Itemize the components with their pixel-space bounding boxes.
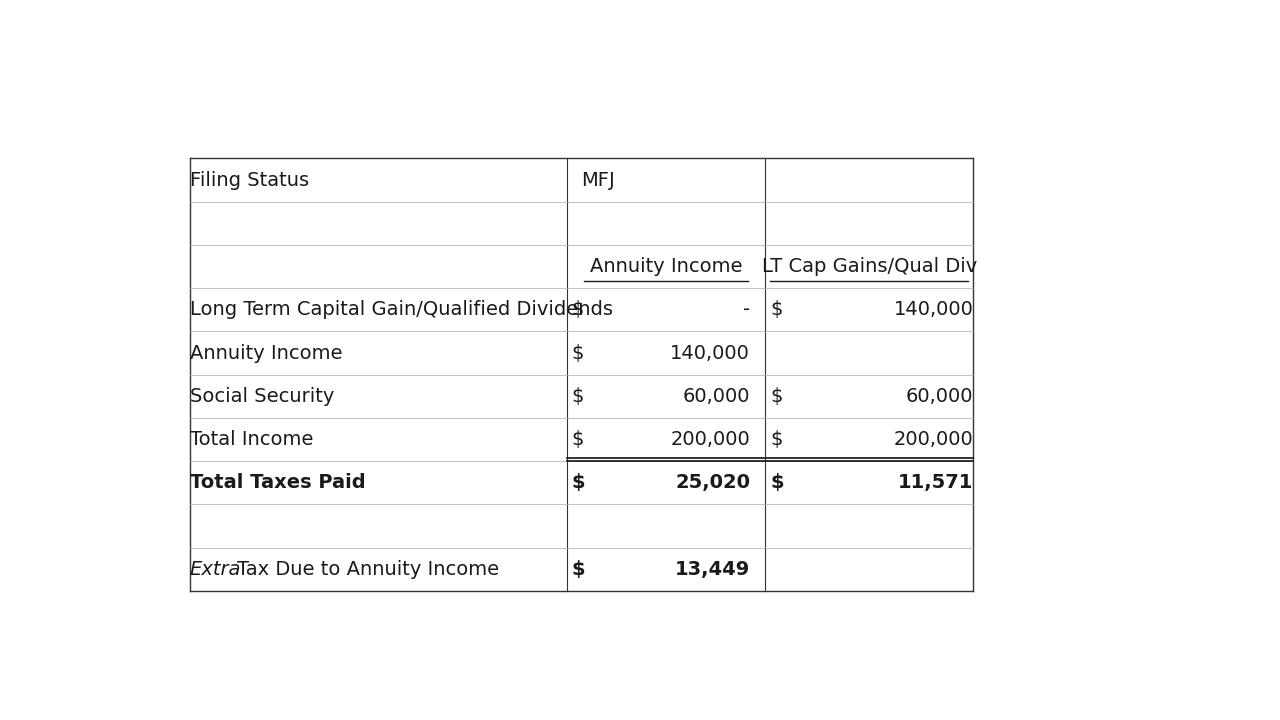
- Text: 200,000: 200,000: [893, 430, 973, 449]
- Text: $: $: [572, 343, 584, 363]
- Text: Long Term Capital Gain/Qualified Dividends: Long Term Capital Gain/Qualified Dividen…: [189, 300, 613, 320]
- Text: $: $: [572, 430, 584, 449]
- Text: 11,571: 11,571: [899, 473, 973, 492]
- Text: Tax Due to Annuity Income: Tax Due to Annuity Income: [237, 559, 499, 579]
- Text: $: $: [572, 559, 585, 579]
- Text: 140,000: 140,000: [671, 343, 750, 363]
- Text: Annuity Income: Annuity Income: [590, 257, 742, 276]
- Text: Extra: Extra: [189, 559, 241, 579]
- Text: 13,449: 13,449: [675, 559, 750, 579]
- Text: 140,000: 140,000: [893, 300, 973, 320]
- Text: $: $: [572, 300, 584, 320]
- Text: $: $: [771, 387, 782, 406]
- Text: $: $: [572, 473, 585, 492]
- Text: 200,000: 200,000: [671, 430, 750, 449]
- Text: $: $: [771, 473, 783, 492]
- Text: $: $: [572, 387, 584, 406]
- Text: Filing Status: Filing Status: [189, 171, 308, 189]
- Text: MFJ: MFJ: [581, 171, 616, 189]
- Text: $: $: [771, 300, 782, 320]
- Text: $: $: [771, 430, 782, 449]
- Text: Social Security: Social Security: [189, 387, 334, 406]
- Text: LT Cap Gains/Qual Div: LT Cap Gains/Qual Div: [762, 257, 977, 276]
- Text: Annuity Income: Annuity Income: [189, 343, 342, 363]
- Text: -: -: [744, 300, 750, 320]
- Text: 60,000: 60,000: [906, 387, 973, 406]
- Text: Total Income: Total Income: [189, 430, 314, 449]
- Text: Total Taxes Paid: Total Taxes Paid: [189, 473, 365, 492]
- Text: 60,000: 60,000: [682, 387, 750, 406]
- Text: 25,020: 25,020: [676, 473, 750, 492]
